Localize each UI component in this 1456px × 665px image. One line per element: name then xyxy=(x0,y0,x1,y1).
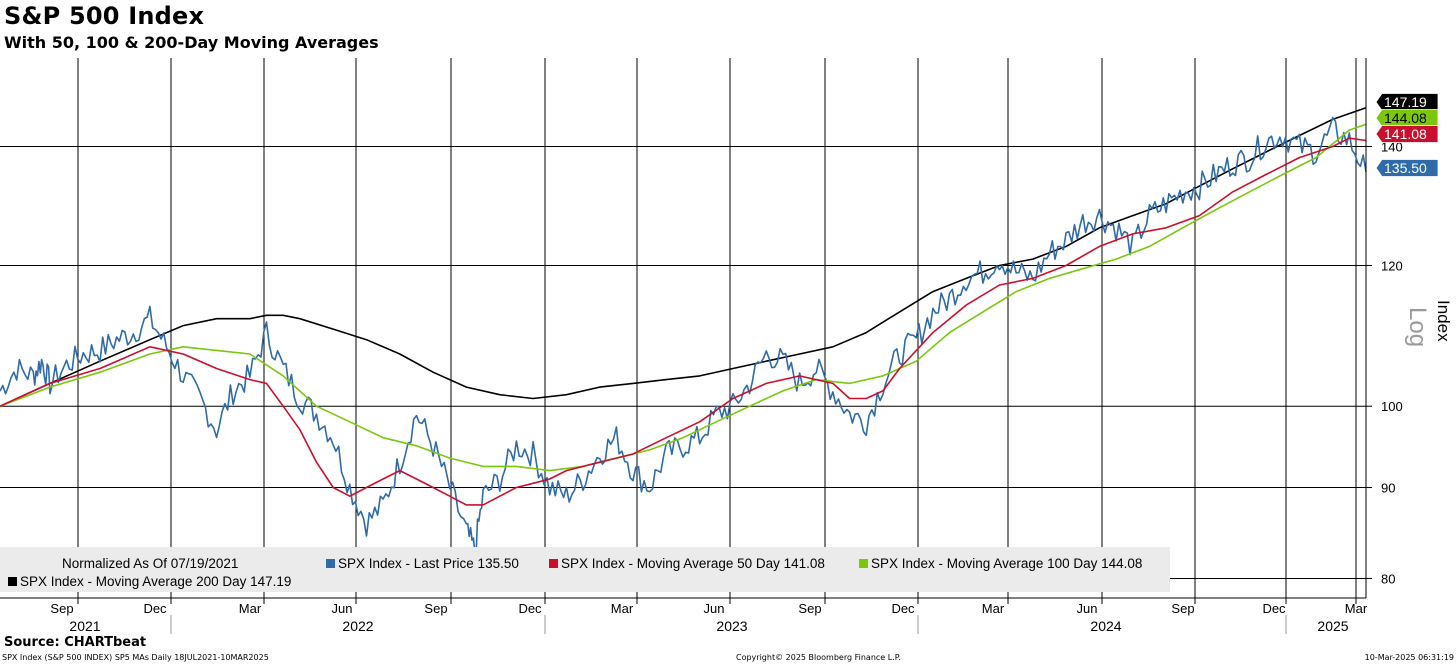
footer-timestamp: 10-Mar-2025 06:31:19 xyxy=(1364,653,1454,662)
series-line-ma50 xyxy=(0,137,1367,506)
legend-background xyxy=(0,547,1170,572)
x-tick-label: Jun xyxy=(1077,601,1098,616)
x-tick-label: Dec xyxy=(1262,601,1286,616)
legend-swatch-ma100 xyxy=(859,559,868,568)
legend-item-ma50: SPX Index - Moving Average 50 Day 141.08 xyxy=(561,556,825,571)
chart-subtitle: With 50, 100 & 200-Day Moving Averages xyxy=(4,33,379,52)
scale-label: Log xyxy=(1404,307,1431,347)
x-tick-label: Sep xyxy=(50,601,73,616)
legend-item-price: SPX Index - Last Price 135.50 xyxy=(338,556,519,571)
x-tick-label: Sep xyxy=(424,601,447,616)
x-year-label: 2025 xyxy=(1317,618,1348,634)
footer-ticker-info: SPX Index (S&P 500 INDEX) SP5 MAs Daily … xyxy=(2,653,269,662)
x-year-label: 2021 xyxy=(69,618,100,634)
series-line-ma100 xyxy=(0,123,1367,472)
x-tick-label: Mar xyxy=(611,601,634,616)
last-value-tag-ma200 xyxy=(1375,93,1439,111)
last-value-tag-ma100 xyxy=(1375,109,1439,127)
last-value-tag-ma50 xyxy=(1375,125,1439,143)
y-axis-label: Index xyxy=(1434,300,1453,342)
x-tick-label: Jun xyxy=(704,601,725,616)
y-tick-label: 140 xyxy=(1381,139,1403,154)
legend-item-ma200: SPX Index - Moving Average 200 Day 147.1… xyxy=(20,574,291,589)
last-value-tag-price xyxy=(1375,159,1439,177)
x-tick-label: Sep xyxy=(1171,601,1194,616)
series-line-ma200 xyxy=(0,107,1367,407)
x-tick-label: Dec xyxy=(891,601,915,616)
x-tick-label: Mar xyxy=(982,601,1005,616)
x-tick-label: Mar xyxy=(239,601,262,616)
legend-normalized-note: Normalized As Of 07/19/2021 xyxy=(62,556,238,571)
x-year-label: 2023 xyxy=(716,618,747,634)
source-note: Source: CHARTbeat xyxy=(4,635,147,650)
x-year-label: 2022 xyxy=(342,618,373,634)
gridlines xyxy=(0,58,1366,598)
x-year-label: 2024 xyxy=(1090,618,1121,634)
chart-canvas: Normalized As Of 07/19/2021 SPX Index - … xyxy=(0,58,1453,634)
x-tick-label: Dec xyxy=(143,601,167,616)
legend: Normalized As Of 07/19/2021 SPX Index - … xyxy=(0,547,1170,592)
chart-title: S&P 500 Index xyxy=(4,2,205,30)
last-value-label-ma100: 144.08 xyxy=(1384,110,1427,126)
x-tick-label: Jun xyxy=(332,601,353,616)
footer-copyright: Copyright© 2025 Bloomberg Finance L.P. xyxy=(736,653,901,662)
last-value-label-ma50: 141.08 xyxy=(1384,126,1427,142)
y-tick-label: 80 xyxy=(1381,571,1395,586)
legend-item-ma100: SPX Index - Moving Average 100 Day 144.0… xyxy=(871,556,1142,571)
y-tick-label: 120 xyxy=(1381,258,1403,273)
x-tick-label: Sep xyxy=(798,601,821,616)
legend-swatch-ma50 xyxy=(549,559,558,568)
legend-background-row2 xyxy=(0,572,1170,592)
x-tick-label: Dec xyxy=(518,601,542,616)
y-tick-label: 100 xyxy=(1381,399,1403,414)
series-lines xyxy=(0,107,1367,554)
y-tick-label: 90 xyxy=(1381,481,1395,496)
legend-swatch-price xyxy=(326,559,335,568)
x-tick-label: Mar xyxy=(1345,601,1368,616)
legend-swatch-ma200 xyxy=(8,577,17,586)
last-value-label-ma200: 147.19 xyxy=(1384,94,1427,110)
last-value-label-price: 135.50 xyxy=(1384,160,1427,176)
